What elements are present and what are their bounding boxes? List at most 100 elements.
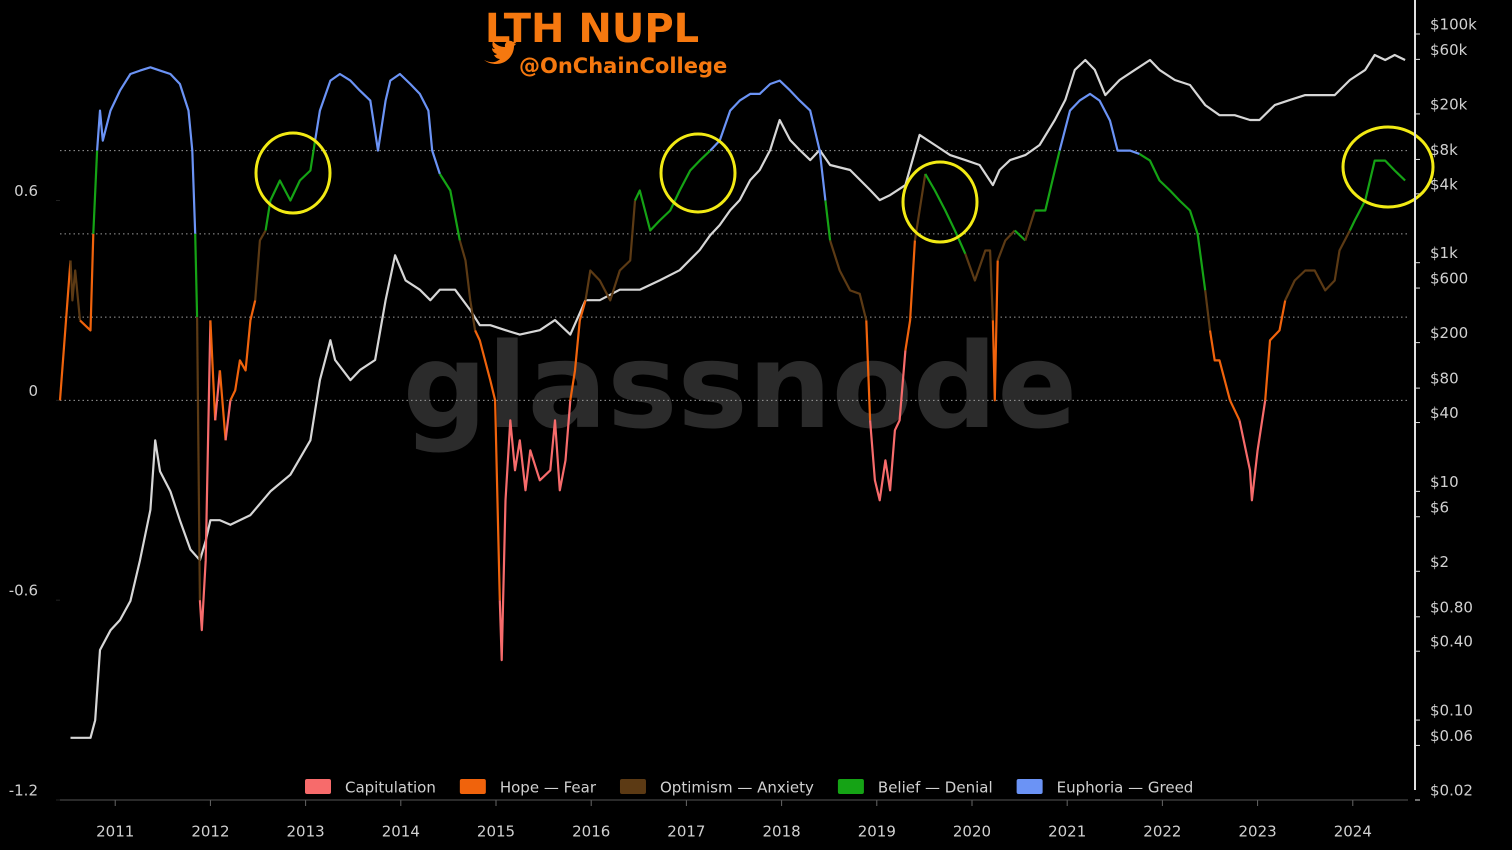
x-tick-label: 2023 <box>1238 823 1276 841</box>
legend-label: Hope — Fear <box>500 779 597 797</box>
nupl-line <box>824 200 832 241</box>
legend-swatch <box>619 779 646 794</box>
chart-subtitle: @OnChainCollege <box>519 54 727 78</box>
nupl-line <box>634 149 711 232</box>
y2-tick-label: $8k <box>1430 141 1458 159</box>
nupl-line <box>1204 290 1212 331</box>
nupl-line <box>218 370 227 441</box>
nupl-line <box>991 260 999 402</box>
y2-tick-label: $2 <box>1430 553 1449 571</box>
legend-swatch <box>305 779 331 794</box>
y2-tick-label: $4k <box>1430 175 1458 193</box>
nupl-line <box>196 317 201 601</box>
x-tick-label: 2016 <box>572 823 610 841</box>
x-tick-label: 2017 <box>667 823 705 841</box>
nupl-line <box>584 200 637 302</box>
nupl-line <box>1034 150 1061 212</box>
x-tick-label: 2024 <box>1334 823 1372 841</box>
y2-tick-label: $60k <box>1430 41 1468 59</box>
plot <box>58 53 1406 739</box>
y2-tick-label: $0.02 <box>1430 782 1473 800</box>
y2-tick-label: $0.10 <box>1430 702 1473 720</box>
y2-tick-label: $0.80 <box>1430 598 1473 616</box>
nupl-line <box>498 400 572 662</box>
nupl-line <box>314 72 441 175</box>
y-tick-label: -0.6 <box>9 582 38 600</box>
price-line <box>70 53 1406 739</box>
x-tick-label: 2022 <box>1143 823 1181 841</box>
watermark: glassnode <box>403 317 1078 455</box>
nupl-line <box>996 229 1016 261</box>
highlight-circle <box>901 160 979 244</box>
nupl-line <box>264 140 317 231</box>
legend-label: Capitulation <box>345 779 436 797</box>
nupl-line <box>1058 92 1140 155</box>
y2-tick-label: $100k <box>1430 16 1477 34</box>
legend-label: Euphoria — Greed <box>1057 779 1194 797</box>
nupl-line <box>229 300 257 401</box>
y2-tick-label: $0.06 <box>1430 727 1473 745</box>
legend-swatch <box>1016 779 1043 794</box>
nupl-line <box>1024 210 1036 241</box>
y2-tick-label: $600 <box>1430 270 1468 288</box>
nupl-line <box>198 320 212 632</box>
nupl-line <box>474 329 501 601</box>
nupl-line <box>58 260 72 401</box>
nupl-line <box>79 233 95 332</box>
x-tick-label: 2014 <box>382 823 420 841</box>
x-tick-label: 2020 <box>953 823 991 841</box>
y2-tick-label: $20k <box>1430 95 1468 113</box>
nupl-line <box>1138 152 1207 291</box>
nupl-line <box>1284 229 1351 301</box>
y-tick-label: 0 <box>28 382 38 400</box>
x-tick-label: 2019 <box>858 823 896 841</box>
y-tick-label: -1.2 <box>9 782 38 800</box>
y2-tick-label: $200 <box>1430 324 1468 342</box>
y2-tick-label: $80 <box>1430 370 1459 388</box>
nupl-line <box>69 260 82 321</box>
grid: -1.2 -0.6 0 0.6 $100k $60k $20k $8k $4k $1k $600 $2… <box>9 16 1477 841</box>
nupl-line <box>1014 229 1027 242</box>
y2-tick-label: $40 <box>1430 404 1459 422</box>
nupl-line <box>964 249 994 321</box>
nupl-line <box>209 320 217 421</box>
nupl-line <box>92 150 99 234</box>
nupl-line <box>709 79 827 201</box>
nupl-line <box>214 370 221 421</box>
x-tick-label: 2021 <box>1048 823 1086 841</box>
nupl-line <box>438 173 461 241</box>
nupl-line <box>96 66 197 234</box>
legend-swatch <box>459 779 486 794</box>
legend-swatch <box>837 779 864 794</box>
y-tick-label: 0.6 <box>14 182 38 200</box>
nupl-line <box>569 300 587 401</box>
twitter-icon <box>484 40 517 64</box>
x-tick-label: 2012 <box>191 823 229 841</box>
legend-label: Belief — Denial <box>878 779 993 797</box>
nupl-line <box>1208 330 1241 421</box>
nupl-line <box>865 320 872 421</box>
nupl-line <box>1264 300 1287 401</box>
x-tick-label: 2015 <box>477 823 515 841</box>
y2-tick-label: $10 <box>1430 473 1459 491</box>
y2-tick-label: $0.40 <box>1430 633 1473 651</box>
nupl-line <box>194 233 199 318</box>
nupl-line <box>869 350 907 502</box>
nupl-line <box>1348 159 1406 231</box>
x-tick-label: 2018 <box>763 823 801 841</box>
nupl-line <box>1238 400 1267 502</box>
legend-label: Optimism — Anxiety <box>660 779 814 797</box>
y2-tick-label: $1k <box>1430 244 1458 262</box>
legend: Capitulation Hope — Fear Optimism — Anxiet… <box>305 779 1193 797</box>
highlight-circle <box>254 131 332 215</box>
nupl-line <box>904 240 916 351</box>
nupl-line <box>224 400 232 441</box>
y2-tick-label: $6 <box>1430 498 1449 516</box>
highlight-circle <box>1341 125 1435 209</box>
annotation-circles <box>254 125 1435 244</box>
nupl-line <box>829 240 868 321</box>
chart-title: LTH NUPL <box>485 6 699 52</box>
